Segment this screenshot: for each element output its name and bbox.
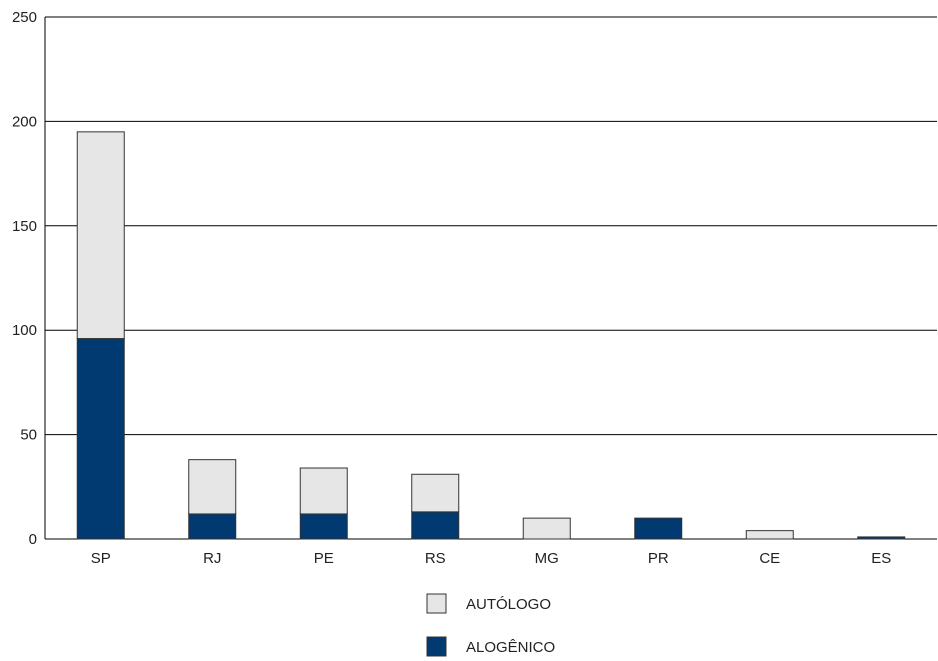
y-tick-label: 150 (12, 218, 37, 235)
y-tick-label: 200 (12, 113, 37, 130)
bars (76, 131, 906, 540)
bar-es-alogênico (857, 536, 906, 540)
y-tick-label: 0 (29, 531, 37, 548)
x-axis-tick-labels: SP RJ PE RS MG PR CE ES (91, 550, 892, 567)
bar-rs-autólogo (411, 473, 460, 513)
bar-ce-autólogo (745, 530, 794, 540)
bar-pr-alogênico (634, 517, 683, 540)
legend-label-autólogo: AUTÓLOGO (466, 596, 551, 613)
x-tick-label-rs: RS (425, 550, 446, 567)
legend-swatch-alogênico (426, 636, 447, 657)
x-tick-label-ce: CE (759, 550, 780, 567)
x-tick-label-mg: MG (535, 550, 559, 567)
y-tick-label: 250 (12, 9, 37, 26)
bar-pe-autólogo (299, 467, 348, 515)
bar-rj-autólogo (188, 459, 237, 515)
bar-sp-autólogo (76, 131, 125, 340)
bar-sp-alogênico (76, 338, 125, 540)
bar-rj-alogênico (188, 513, 237, 540)
legend-swatch-autólogo (426, 593, 447, 614)
x-tick-label-pe: PE (314, 550, 334, 567)
x-tick-label-sp: SP (91, 550, 111, 567)
x-tick-label-pr: PR (648, 550, 669, 567)
grid-lines (45, 16, 937, 540)
y-tick-label: 50 (20, 427, 37, 444)
x-tick-label-rj: RJ (203, 550, 221, 567)
bar-pe-alogênico (299, 513, 348, 540)
y-tick-label: 100 (12, 322, 37, 339)
y-axis-tick-labels: 0 50 100 150 200 250 (12, 9, 37, 548)
legend: AUTÓLOGO ALOGÊNICO (426, 593, 555, 657)
x-tick-label-es: ES (871, 550, 891, 567)
bar-rs-alogênico (411, 511, 460, 540)
legend-label-alogênico: ALOGÊNICO (466, 639, 555, 656)
bar-mg-autólogo (522, 517, 571, 540)
